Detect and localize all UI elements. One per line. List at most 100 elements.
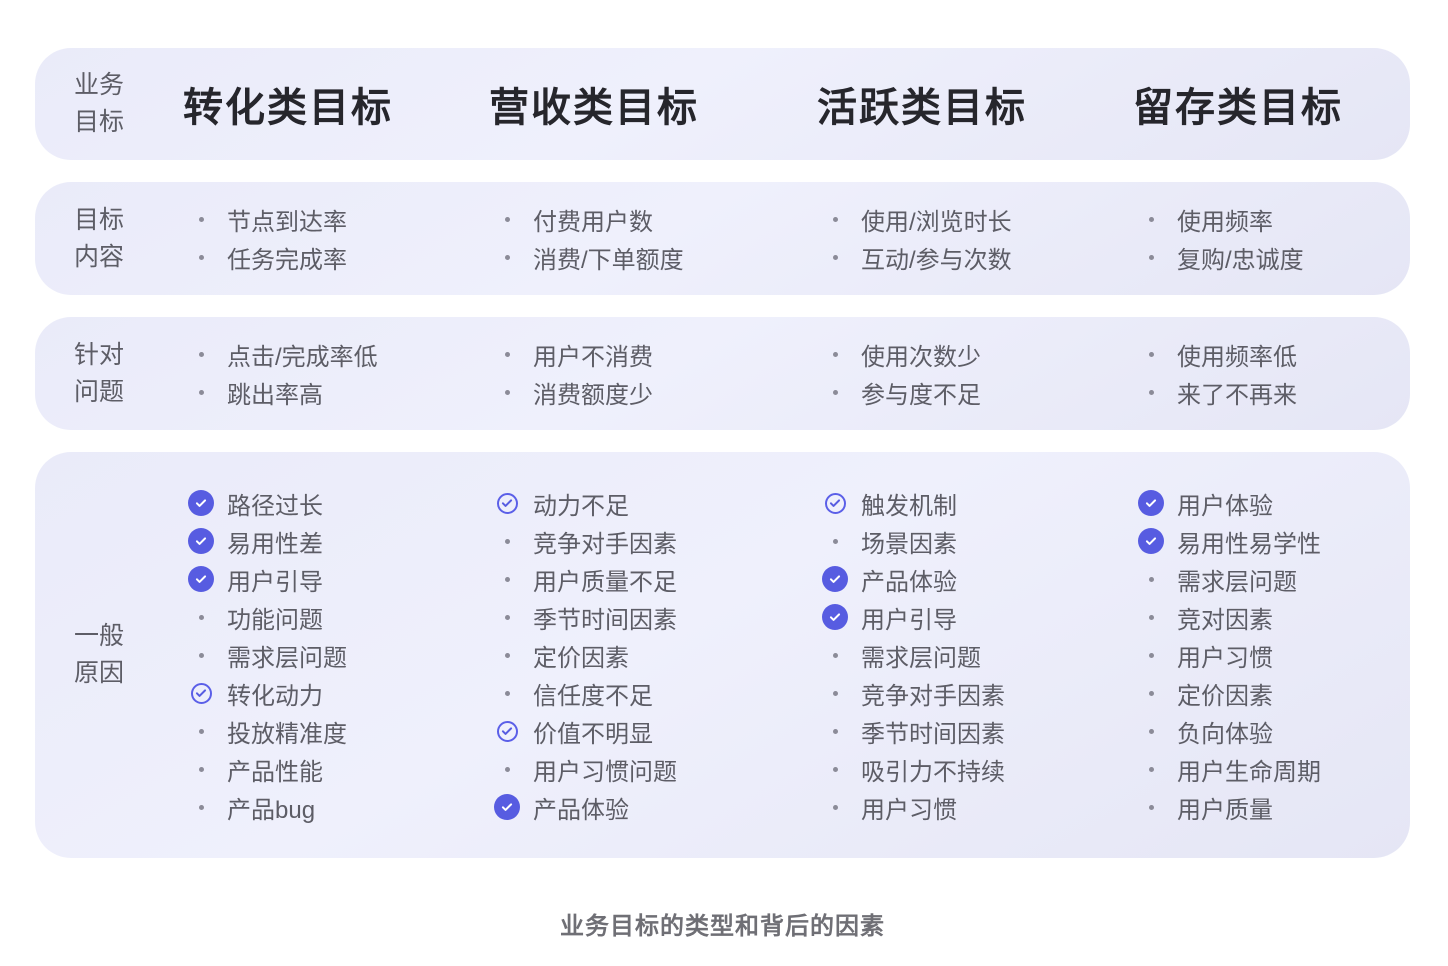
cell-reasons-conversion: 路径过长 易用性差 用户引导 功能问题 需求层问题 转化动力 投放精准度 产品性能 产品bug (183, 452, 489, 858)
list-item-text: 来了不再来 (1177, 382, 1297, 409)
cell-reasons-revenue: 动力不足 竞争对手因素 用户质量不足 季节时间因素 定价因素 信任度不足 价值不明显 用户习惯… (489, 452, 817, 858)
column-header-revenue: 营收类目标 (489, 86, 699, 130)
bullet-dot-icon (493, 341, 521, 369)
list-item-text: 动力不足 (533, 492, 629, 520)
list-item-text: 用户引导 (227, 568, 323, 596)
list-item-text: 需求层问题 (227, 644, 347, 672)
list-item: 使用频率 (1137, 201, 1410, 239)
list-item-text: 路径过长 (227, 492, 323, 520)
list-item: 需求层问题 (821, 636, 1133, 674)
list-item-text: 季节时间因素 (861, 720, 1005, 748)
list-item-text: 定价因素 (533, 644, 629, 672)
list-item-text: 用户引导 (861, 606, 957, 634)
list-item: 消费额度少 (493, 374, 817, 412)
list-item-text: 任务完成率 (227, 247, 347, 274)
list-item: 负向体验 (1137, 712, 1410, 750)
bullet-dot-icon (1137, 341, 1165, 369)
list-item-text: 互动/参与次数 (861, 247, 1012, 274)
bullet-dot-icon (493, 244, 521, 272)
list-item-text: 用户不消费 (533, 344, 653, 371)
check-filled-icon (821, 565, 849, 593)
business-goals-infographic: 业务 目标 转化类目标 营收类目标 活跃类目标 留存类目标 目标 内容 节点到达… (35, 0, 1410, 941)
bullet-dot-icon (821, 717, 849, 745)
bullet-dot-icon (1137, 244, 1165, 272)
list-item-text: 定价因素 (1177, 682, 1273, 710)
bullet-dot-icon (493, 641, 521, 669)
row-general-reasons: 一般 原因 路径过长 易用性差 用户引导 功能问题 需求层问题 转化动力 投放精准度 产品性能… (35, 452, 1410, 858)
list-item: 用户引导 (187, 560, 489, 598)
bullet-dot-icon (821, 679, 849, 707)
bullet-dot-icon (1137, 793, 1165, 821)
list-item-text: 负向体验 (1177, 720, 1273, 748)
list-item: 需求层问题 (1137, 560, 1410, 598)
check-outline-icon (821, 489, 849, 517)
list-item-text: 使用/浏览时长 (861, 209, 1012, 236)
bullet-dot-icon (493, 603, 521, 631)
list-item: 使用频率低 (1137, 336, 1410, 374)
list-item-text: 用户体验 (1177, 492, 1273, 520)
cell-problems-revenue: 用户不消费消费额度少 (489, 317, 817, 430)
row-label-line: 一般 (73, 622, 124, 650)
bullet-dot-icon (821, 793, 849, 821)
bullet-dot-icon (1137, 379, 1165, 407)
row-label-general-reasons: 一般 原因 (35, 452, 183, 858)
list-item-text: 使用频率低 (1177, 344, 1297, 371)
list-item: 易用性差 (187, 522, 489, 560)
list-item: 产品体验 (821, 560, 1133, 598)
list-item: 来了不再来 (1137, 374, 1410, 412)
list-item: 产品体验 (493, 788, 817, 826)
list-item: 复购/忠诚度 (1137, 239, 1410, 277)
list-item-text: 产品体验 (861, 568, 957, 596)
caption: 业务目标的类型和背后的因素 (560, 913, 885, 940)
list-item-text: 价值不明显 (533, 720, 653, 748)
bullet-dot-icon (187, 641, 215, 669)
list-item: 点击/完成率低 (187, 336, 489, 374)
list-item: 需求层问题 (187, 636, 489, 674)
list-item: 用户习惯问题 (493, 750, 817, 788)
list-item: 路径过长 (187, 484, 489, 522)
list-item-text: 复购/忠诚度 (1177, 247, 1304, 274)
list-item: 功能问题 (187, 598, 489, 636)
list-item: 节点到达率 (187, 201, 489, 239)
list-item-text: 参与度不足 (861, 382, 981, 409)
column-header-activity: 活跃类目标 (817, 86, 1027, 130)
list-item-text: 付费用户数 (533, 209, 653, 236)
row-label-line: 问题 (73, 377, 124, 406)
list-item: 用户生命周期 (1137, 750, 1410, 788)
list-item-text: 使用频率 (1177, 209, 1273, 236)
check-filled-icon (187, 565, 215, 593)
list-item: 价值不明显 (493, 712, 817, 750)
list-item: 定价因素 (1137, 674, 1410, 712)
bullet-dot-icon (821, 755, 849, 783)
bullet-dot-icon (1137, 603, 1165, 631)
list-item-text: 消费额度少 (533, 382, 653, 409)
list-item: 产品性能 (187, 750, 489, 788)
check-outline-icon (187, 679, 215, 707)
bullet-dot-icon (187, 793, 215, 821)
list-item: 使用/浏览时长 (821, 201, 1133, 239)
row-label-line: 内容 (73, 242, 124, 271)
list-item-text: 产品bug (227, 796, 316, 824)
bullet-dot-icon (187, 379, 215, 407)
list-item: 用户质量 (1137, 788, 1410, 826)
row-label-goal-content: 目标 内容 (35, 182, 183, 295)
list-item-text: 跳出率高 (227, 382, 323, 409)
bullet-dot-icon (493, 527, 521, 555)
list-item-text: 功能问题 (227, 606, 323, 634)
row-label-line: 业务 (73, 71, 124, 99)
cell-problems-retention: 使用频率低来了不再来 (1133, 317, 1410, 430)
bullet-dot-icon (187, 206, 215, 234)
bullet-dot-icon (187, 603, 215, 631)
cell-problems-activity: 使用次数少 参与度不足 (817, 317, 1133, 430)
bullet-dot-icon (1137, 679, 1165, 707)
list-item-text: 易用性差 (227, 530, 323, 558)
list-item: 用户体验 (1137, 484, 1410, 522)
list-item: 用户引导 (821, 598, 1133, 636)
bullet-dot-icon (821, 341, 849, 369)
list-item-text: 触发机制 (861, 492, 957, 520)
bullet-dot-icon (1137, 565, 1165, 593)
row-label-line: 原因 (73, 659, 124, 687)
bullet-dot-icon (1137, 755, 1165, 783)
list-item: 用户不消费 (493, 336, 817, 374)
list-item: 吸引力不持续 (821, 750, 1133, 788)
